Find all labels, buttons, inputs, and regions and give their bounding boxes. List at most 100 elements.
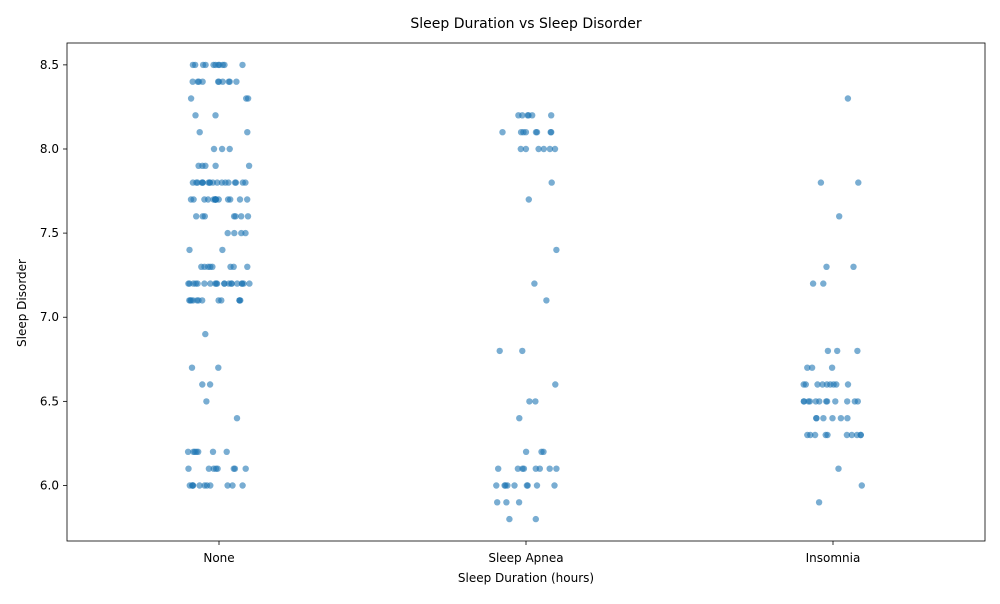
chart-title: Sleep Duration vs Sleep Disorder bbox=[410, 16, 642, 32]
data-point bbox=[244, 263, 251, 270]
data-point bbox=[548, 129, 555, 136]
data-point bbox=[511, 482, 518, 489]
data-point bbox=[230, 465, 237, 472]
data-point bbox=[189, 78, 196, 85]
data-point bbox=[817, 179, 825, 186]
data-point bbox=[504, 482, 511, 489]
data-point bbox=[844, 415, 851, 422]
data-point bbox=[851, 398, 858, 405]
data-point bbox=[199, 162, 206, 169]
data-point bbox=[203, 482, 211, 489]
data-point bbox=[844, 398, 851, 405]
data-point bbox=[806, 398, 814, 405]
data-point bbox=[188, 297, 195, 304]
y-tick-label: 6.0 bbox=[40, 478, 59, 492]
data-point bbox=[815, 499, 823, 506]
data-point bbox=[209, 263, 216, 270]
data-point bbox=[238, 213, 245, 220]
data-point bbox=[221, 280, 228, 287]
x-tick-label: Sleep Apnea bbox=[488, 551, 563, 565]
data-point bbox=[819, 381, 826, 388]
data-point bbox=[519, 347, 526, 355]
data-point bbox=[238, 280, 246, 287]
data-point bbox=[493, 482, 500, 489]
data-point bbox=[514, 465, 522, 472]
data-point bbox=[520, 465, 528, 472]
data-point bbox=[835, 465, 842, 472]
data-point bbox=[522, 448, 530, 455]
data-point bbox=[548, 112, 555, 119]
data-point bbox=[206, 381, 214, 388]
data-point bbox=[194, 280, 201, 287]
plot-area-frame bbox=[66, 42, 986, 542]
data-point bbox=[551, 145, 559, 153]
data-point bbox=[816, 398, 823, 405]
data-point bbox=[205, 465, 213, 472]
data-point bbox=[499, 129, 506, 136]
data-point bbox=[202, 61, 209, 69]
data-point bbox=[184, 448, 192, 455]
data-point bbox=[225, 179, 232, 186]
data-point bbox=[494, 499, 501, 506]
data-point bbox=[242, 465, 249, 472]
x-axis-label: Sleep Duration (hours) bbox=[458, 571, 594, 585]
data-point bbox=[844, 381, 852, 388]
data-point bbox=[526, 398, 533, 405]
data-point bbox=[224, 482, 231, 489]
data-point bbox=[824, 347, 832, 355]
data-point bbox=[517, 145, 524, 153]
data-point bbox=[552, 381, 559, 388]
data-point bbox=[525, 196, 532, 203]
data-point bbox=[515, 499, 523, 506]
data-point bbox=[203, 398, 210, 405]
data-point bbox=[503, 499, 510, 506]
data-point bbox=[807, 431, 814, 439]
data-point bbox=[202, 330, 209, 338]
data-point bbox=[548, 179, 555, 186]
data-point bbox=[224, 229, 231, 237]
data-point bbox=[230, 263, 237, 270]
data-point bbox=[540, 448, 547, 455]
data-point bbox=[802, 381, 809, 388]
data-point bbox=[828, 364, 836, 371]
data-point bbox=[843, 431, 851, 439]
data-point bbox=[193, 213, 200, 220]
data-point bbox=[212, 196, 219, 203]
y-axis-label: Sleep Disorder bbox=[15, 259, 29, 347]
y-tick-label: 7.0 bbox=[40, 310, 59, 324]
data-point bbox=[820, 415, 827, 422]
data-point bbox=[858, 482, 865, 489]
data-point bbox=[189, 61, 197, 69]
data-point bbox=[546, 465, 553, 472]
data-point bbox=[244, 213, 252, 220]
data-point bbox=[186, 280, 193, 287]
data-point bbox=[832, 398, 839, 405]
data-point bbox=[244, 196, 251, 203]
data-point bbox=[212, 465, 220, 472]
data-point bbox=[218, 145, 226, 153]
data-point bbox=[829, 415, 836, 422]
data-point bbox=[209, 448, 217, 455]
data-point bbox=[239, 482, 246, 489]
data-point bbox=[855, 179, 862, 186]
data-point bbox=[532, 515, 539, 523]
data-point bbox=[223, 448, 230, 455]
data-point bbox=[231, 229, 238, 237]
data-point bbox=[213, 280, 221, 287]
data-point bbox=[532, 465, 539, 472]
data-point bbox=[224, 196, 232, 203]
data-point bbox=[229, 482, 236, 489]
data-point bbox=[800, 398, 807, 405]
data-point bbox=[186, 482, 193, 489]
data-point bbox=[813, 415, 820, 422]
data-point bbox=[837, 415, 845, 422]
data-point bbox=[244, 95, 252, 102]
data-point bbox=[553, 465, 560, 472]
data-point bbox=[239, 179, 246, 186]
data-point bbox=[833, 381, 840, 388]
y-tick-label: 8.5 bbox=[40, 58, 59, 72]
data-point bbox=[212, 112, 219, 119]
data-point bbox=[523, 482, 531, 489]
